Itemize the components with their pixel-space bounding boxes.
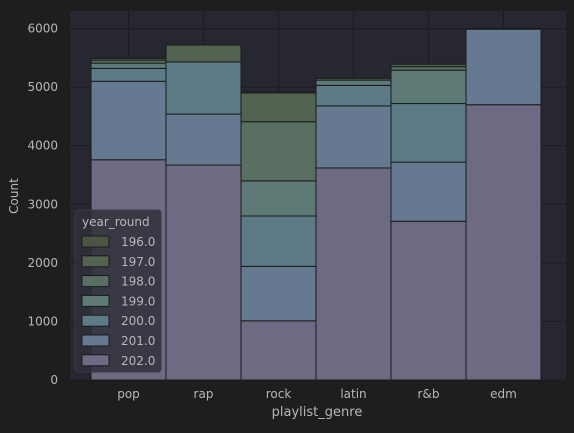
bar-segment [390,103,467,163]
bar-segment [315,77,392,81]
bar-segment [90,62,167,69]
bar-segment [465,28,542,106]
bar-segment [90,80,167,161]
bar-segment [240,265,317,322]
x-tick-label: pop [117,387,140,401]
bar-segment [240,320,317,381]
legend: year_round 196.0 197.0 198.0 199.0 200.0 201.… [74,209,162,373]
bar-segment [165,61,242,115]
y-tick-labels: 0 1000 2000 3000 4000 5000 6000 [27,22,58,387]
x-axis-label: playlist_genre [272,405,363,420]
bar-segment [315,167,392,381]
legend-label: 198.0 [121,275,155,289]
bar-segment [165,113,242,166]
x-tick-label: r&b [418,387,440,401]
legend-swatch [81,354,110,367]
legend-swatch [81,275,110,288]
y-tick-label: 6000 [27,22,58,36]
x-tick-labels: pop rap rock latin r&b edm [117,387,517,401]
bar-segment [465,28,542,30]
y-tick-label: 4000 [27,139,58,153]
bar-segment [240,91,317,94]
legend-swatch [81,334,110,347]
bar-segment [90,67,167,82]
bar-segment [390,69,467,105]
legend-title: year_round [82,215,150,229]
legend-label: 196.0 [121,235,155,249]
legend-label: 197.0 [121,255,155,269]
x-tick-label: rap [194,387,214,401]
bar-segment [390,63,467,68]
bar-segment [315,105,392,169]
bar-segment [240,180,317,217]
bar-segment [390,161,467,222]
bar-segment [90,57,167,61]
bar-segment [315,79,392,86]
bar-segment [390,220,467,381]
legend-label: 200.0 [121,314,155,328]
y-tick-label: 5000 [27,80,58,94]
legend-swatch [81,235,110,248]
bar-segment [165,164,242,381]
y-tick-label: 0 [50,373,58,387]
bar-segment [240,215,317,267]
bar-segment [390,66,467,71]
legend-label: 202.0 [121,354,155,368]
x-tick-label: latin [340,387,366,401]
legend-swatch [81,255,110,268]
bar-segment [465,104,542,381]
y-tick-label: 1000 [27,314,58,328]
y-tick-label: 3000 [27,197,58,211]
bar-segment [165,44,242,63]
bar-segment [315,84,392,107]
y-tick-label: 2000 [27,256,58,270]
legend-swatch [81,294,110,307]
x-tick-label: rock [266,387,292,401]
bar-segment [240,92,317,123]
bar-segment [240,121,317,182]
x-tick-label: edm [490,387,517,401]
legend-swatch [81,314,110,327]
y-axis-label: Count [7,178,21,214]
legend-label: 201.0 [121,334,155,348]
legend-label: 199.0 [121,294,155,308]
legend-box [74,209,162,373]
